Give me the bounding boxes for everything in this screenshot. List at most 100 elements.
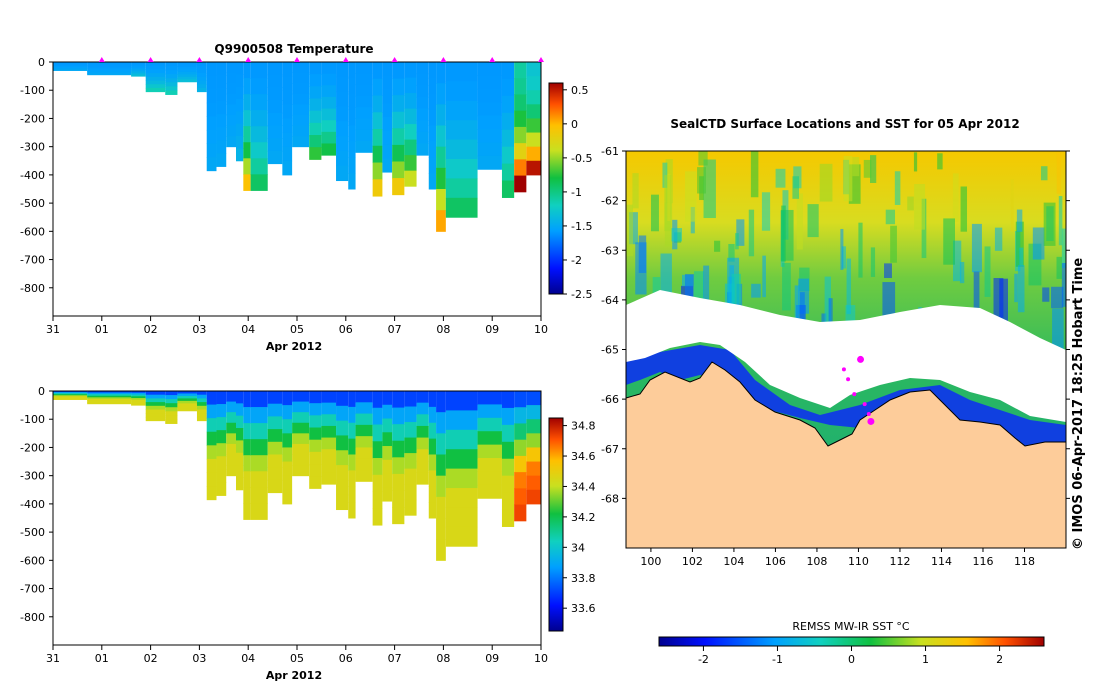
sst-texture-cell bbox=[913, 152, 918, 172]
data-cell bbox=[87, 65, 132, 68]
data-cell bbox=[309, 98, 322, 112]
data-cell bbox=[236, 391, 244, 404]
data-cell bbox=[196, 398, 207, 403]
data-cell bbox=[177, 74, 197, 78]
data-cell bbox=[145, 413, 166, 418]
lat-tick-label: -64 bbox=[601, 294, 619, 307]
data-cell bbox=[53, 69, 88, 71]
x-tick-label: 01 bbox=[95, 652, 109, 665]
sst-texture-cell bbox=[952, 173, 959, 222]
data-cell bbox=[321, 62, 337, 75]
data-cell bbox=[404, 453, 417, 470]
data-cell bbox=[206, 157, 217, 172]
data-cell bbox=[216, 140, 227, 154]
data-cell bbox=[355, 413, 373, 426]
seal-position-point bbox=[866, 412, 871, 417]
data-cell bbox=[355, 107, 373, 119]
sst-texture-cell bbox=[761, 192, 771, 231]
data-cell bbox=[292, 72, 310, 84]
data-cell bbox=[348, 93, 356, 111]
data-cell bbox=[501, 78, 515, 97]
sst-texture-cell bbox=[999, 278, 1008, 335]
data-cell bbox=[336, 121, 349, 137]
data-cell bbox=[243, 455, 251, 472]
sst-texture-cell bbox=[685, 171, 697, 222]
x-tick-label: 03 bbox=[192, 652, 206, 665]
data-cell bbox=[131, 392, 146, 396]
data-cell bbox=[428, 454, 437, 471]
data-cell bbox=[404, 437, 417, 454]
data-cell bbox=[416, 449, 429, 462]
data-cell bbox=[131, 67, 146, 70]
x-tick-label: 05 bbox=[290, 323, 304, 336]
data-cell bbox=[321, 472, 337, 485]
y-tick-label: -600 bbox=[20, 554, 45, 567]
data-cell bbox=[282, 461, 293, 477]
data-cell bbox=[53, 66, 88, 68]
data-cell bbox=[87, 398, 132, 402]
data-cell bbox=[236, 86, 244, 100]
data-cell bbox=[226, 83, 236, 95]
x-tick-label: 01 bbox=[95, 323, 109, 336]
sst-texture-cell bbox=[735, 233, 739, 250]
data-cell bbox=[392, 128, 405, 146]
data-cell bbox=[404, 108, 417, 125]
data-cell bbox=[267, 87, 283, 101]
data-cell bbox=[267, 391, 283, 405]
data-cell bbox=[145, 69, 166, 74]
data-cell bbox=[145, 394, 166, 399]
data-cell bbox=[226, 454, 236, 466]
data-cell bbox=[514, 423, 527, 441]
map-credit: © IMOS 06-Apr-2017 18:25 Hobart Time bbox=[1071, 258, 1086, 550]
data-cell bbox=[206, 75, 217, 90]
data-cell bbox=[282, 90, 293, 105]
data-cell bbox=[216, 101, 227, 115]
data-cell bbox=[526, 62, 541, 77]
data-cell bbox=[321, 460, 337, 473]
data-cell bbox=[514, 391, 527, 408]
data-cell bbox=[477, 444, 502, 459]
data-cell bbox=[321, 96, 337, 110]
data-cell bbox=[336, 479, 349, 496]
sst-texture-cell bbox=[750, 151, 759, 198]
data-cell bbox=[477, 431, 502, 446]
colorbar-tick-label: -2.5 bbox=[571, 288, 592, 301]
sst-texture-cell bbox=[667, 173, 671, 222]
data-cell bbox=[436, 125, 446, 148]
temperature-y-ticks: 0 -100 -200 -300 -400 -500 -600 -700 -800 bbox=[20, 56, 53, 295]
data-cell bbox=[321, 73, 337, 86]
data-cell bbox=[514, 78, 527, 95]
data-cell bbox=[416, 108, 429, 121]
salinity-x-label: Apr 2012 bbox=[266, 669, 322, 682]
data-cell bbox=[267, 100, 283, 114]
data-cell bbox=[236, 123, 244, 137]
data-cell bbox=[416, 120, 429, 133]
y-tick-label: -300 bbox=[20, 470, 45, 483]
y-tick-label: -400 bbox=[20, 169, 45, 182]
data-cell bbox=[87, 63, 132, 66]
data-cell bbox=[236, 415, 244, 429]
data-cell bbox=[321, 391, 337, 404]
data-cell bbox=[236, 74, 244, 88]
salinity-colorbar-ticks: 34.8 34.6 34.4 34.2 34 33.8 33.6 bbox=[563, 420, 596, 615]
data-cell bbox=[292, 454, 310, 466]
y-tick-label: -500 bbox=[20, 197, 45, 210]
data-cell bbox=[392, 507, 405, 525]
data-cell bbox=[321, 131, 337, 144]
data-cell bbox=[372, 129, 383, 147]
x-tick-label: 06 bbox=[339, 652, 353, 665]
y-tick-label: -500 bbox=[20, 526, 45, 539]
data-cell bbox=[177, 395, 197, 399]
seal-positions bbox=[841, 355, 875, 425]
data-cell bbox=[445, 410, 478, 431]
sst-texture-cell bbox=[846, 258, 852, 315]
x-tick-label: 09 bbox=[485, 323, 499, 336]
data-cell bbox=[404, 139, 417, 156]
data-cell bbox=[165, 90, 178, 95]
data-cell bbox=[309, 476, 322, 489]
data-cell bbox=[355, 118, 373, 131]
lat-tick-label: -68 bbox=[601, 492, 619, 505]
sst-texture-cell bbox=[1043, 202, 1056, 246]
data-cell bbox=[372, 391, 383, 409]
